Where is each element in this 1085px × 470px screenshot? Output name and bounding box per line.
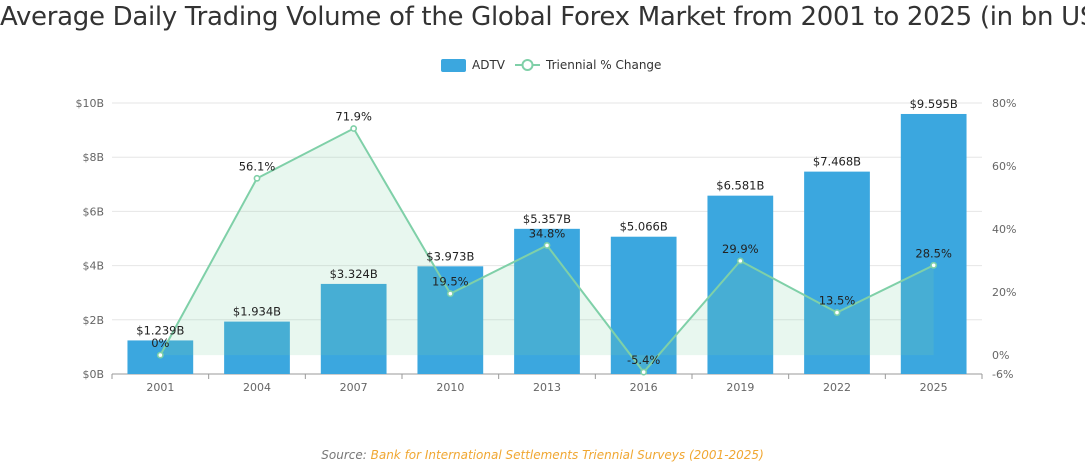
x-tick-label: 2022 bbox=[823, 381, 851, 394]
pct-change-point[interactable] bbox=[156, 351, 164, 359]
y-right-tick-label: 40% bbox=[992, 223, 1016, 236]
pct-change-point[interactable] bbox=[350, 125, 358, 132]
bar-adtv[interactable] bbox=[804, 171, 870, 374]
y-right-tick-label: 80% bbox=[992, 97, 1016, 110]
bar-value-label: $1.239B bbox=[136, 323, 184, 337]
legend-pct-swatch-marker[interactable] bbox=[521, 59, 534, 71]
bar-adtv[interactable] bbox=[514, 228, 580, 374]
pct-change-point[interactable] bbox=[446, 290, 454, 298]
y-left-tick-label: $8B bbox=[82, 151, 104, 164]
pct-value-label: 29.9% bbox=[722, 242, 759, 256]
y-right-tick-label: 20% bbox=[992, 286, 1016, 299]
pct-value-label: 19.5% bbox=[432, 275, 469, 289]
bar-value-label: $5.066B bbox=[620, 220, 668, 234]
chart-title: Average Daily Trading Volume of the Glob… bbox=[0, 2, 1085, 32]
y-left-tick-label: $4B bbox=[82, 260, 104, 273]
bar-value-label: $7.468B bbox=[813, 155, 861, 169]
bar-value-label: $3.973B bbox=[426, 249, 474, 263]
legend-adtv-swatch[interactable] bbox=[441, 59, 466, 72]
x-tick-label: 2025 bbox=[920, 381, 948, 394]
y-left-tick-label: $10B bbox=[75, 97, 104, 110]
x-tick-label: 2001 bbox=[146, 381, 174, 394]
bar-value-label: $9.595B bbox=[910, 97, 958, 111]
bar-adtv[interactable] bbox=[900, 113, 967, 375]
bar-value-label: $1.934B bbox=[233, 305, 281, 319]
x-tick-label: 2004 bbox=[243, 381, 271, 394]
x-tick-label: 2007 bbox=[340, 381, 368, 394]
pct-value-label: 0% bbox=[151, 336, 169, 350]
pct-value-label: 56.1% bbox=[239, 159, 276, 173]
bar-adtv[interactable] bbox=[224, 321, 290, 374]
pct-change-point[interactable] bbox=[543, 242, 551, 249]
bar-adtv[interactable] bbox=[320, 283, 387, 374]
pct-change-point[interactable] bbox=[640, 368, 648, 376]
pct-change-area bbox=[160, 128, 934, 373]
pct-change-point[interactable] bbox=[736, 257, 744, 265]
bar-value-label: $5.357B bbox=[523, 212, 571, 226]
y-right-tick-label: -6% bbox=[992, 368, 1013, 381]
x-tick-label: 2016 bbox=[630, 381, 658, 394]
pct-change-point[interactable] bbox=[253, 174, 261, 182]
x-tick-label: 2019 bbox=[726, 381, 754, 394]
pct-change-point[interactable] bbox=[930, 261, 938, 269]
bar-adtv[interactable] bbox=[610, 236, 677, 374]
y-left-tick-label: $0B bbox=[82, 368, 104, 381]
x-tick-label: 2010 bbox=[436, 381, 464, 394]
bar-value-label: $3.324B bbox=[330, 267, 378, 281]
y-left-tick-label: $2B bbox=[82, 314, 104, 327]
pct-value-label: 13.5% bbox=[819, 294, 856, 308]
source-prefix: Source: bbox=[321, 448, 367, 462]
bar-adtv[interactable] bbox=[417, 266, 484, 374]
y-left-tick-label: $6B bbox=[82, 205, 104, 218]
source-link[interactable]: Bank for International Settlements Trien… bbox=[370, 448, 764, 462]
x-tick-label: 2013 bbox=[533, 381, 561, 394]
y-right-tick-label: 0% bbox=[992, 349, 1009, 362]
pct-value-label: 71.9% bbox=[335, 110, 372, 124]
y-right-tick-label: 60% bbox=[992, 160, 1016, 173]
pct-value-label: -5.4% bbox=[627, 353, 660, 367]
pct-value-label: 34.8% bbox=[529, 226, 566, 240]
legend-adtv-label[interactable]: ADTV bbox=[472, 58, 506, 72]
chart-source: Source: Bank for International Settlemen… bbox=[0, 448, 1085, 462]
pct-value-label: 28.5% bbox=[915, 246, 952, 260]
pct-change-point[interactable] bbox=[833, 309, 841, 316]
legend-pct-label[interactable]: Triennial % Change bbox=[545, 58, 661, 72]
bar-value-label: $6.581B bbox=[716, 179, 764, 193]
